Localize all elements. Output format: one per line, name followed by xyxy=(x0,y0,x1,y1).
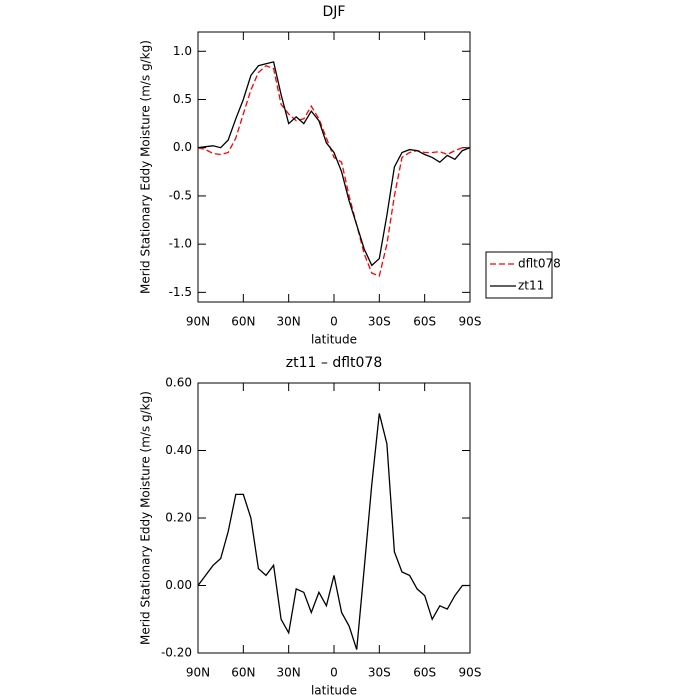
chart-title: DJF xyxy=(323,4,346,20)
y-tick-label: -0.20 xyxy=(161,646,192,660)
y-tick-label: 0.40 xyxy=(165,443,192,457)
y-axis-label: Merid Stationary Eddy Moisture (m/s g/kg… xyxy=(139,391,153,645)
x-tick-label: 90S xyxy=(459,666,482,680)
data-line xyxy=(197,61,471,267)
y-tick-label: -0.5 xyxy=(169,188,192,202)
y-tick-label: 0.0 xyxy=(173,140,192,154)
x-tick-label: 90N xyxy=(186,666,210,680)
x-tick-label: 30N xyxy=(277,666,301,680)
y-tick-label: 0.5 xyxy=(173,92,192,106)
x-tick-label: 60S xyxy=(413,315,436,329)
legend-box xyxy=(485,251,553,299)
x-tick-label: 90N xyxy=(186,315,210,329)
data-line xyxy=(197,413,470,650)
x-axis-label: latitude xyxy=(311,333,357,347)
plot-frame xyxy=(197,31,471,303)
plot-frame xyxy=(197,382,471,654)
y-tick-label: -1.0 xyxy=(169,237,192,251)
y-axis-label: Merid Stationary Eddy Moisture (m/s g/kg… xyxy=(139,40,153,294)
y-tick-label: 0.20 xyxy=(165,511,192,525)
y-tick-label: -1.5 xyxy=(169,285,192,299)
x-tick-label: 60N xyxy=(231,315,255,329)
x-tick-label: 0 xyxy=(330,666,338,680)
x-axis-label: latitude xyxy=(311,684,357,698)
data-line xyxy=(197,64,470,277)
legend-label: dflt078 xyxy=(518,257,561,271)
legend-label: zt11 xyxy=(518,279,544,293)
chart-title: zt11 – dflt078 xyxy=(286,355,382,371)
x-tick-label: 60S xyxy=(413,666,436,680)
x-tick-label: 60N xyxy=(231,666,255,680)
x-tick-label: 90S xyxy=(459,315,482,329)
x-tick-label: 30N xyxy=(277,315,301,329)
y-tick-label: 1.0 xyxy=(173,44,192,58)
y-tick-label: 0.00 xyxy=(165,578,192,592)
x-tick-label: 30S xyxy=(368,666,391,680)
y-tick-label: 0.60 xyxy=(165,376,192,390)
x-tick-label: 0 xyxy=(330,315,338,329)
x-tick-label: 30S xyxy=(368,315,391,329)
